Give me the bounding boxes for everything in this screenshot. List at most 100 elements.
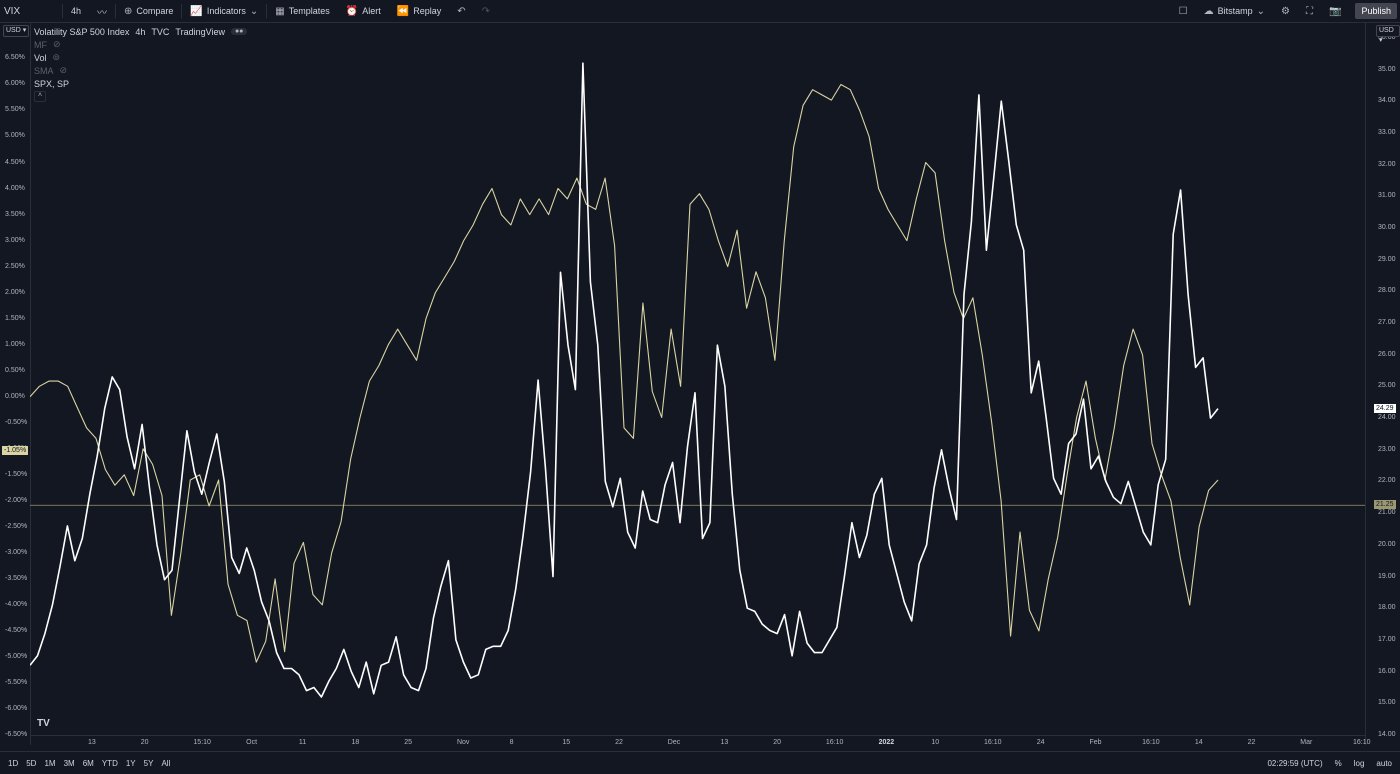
legend-compare-row[interactable]: SPX, SP xyxy=(34,77,247,90)
time-axis-tick: 22 xyxy=(615,739,623,746)
left-axis-tick: -4.00% xyxy=(5,600,28,608)
right-currency-selector[interactable]: USD ▾ xyxy=(1376,25,1400,44)
publish-button[interactable]: Publish xyxy=(1355,3,1397,19)
symbol-search[interactable]: VIX xyxy=(0,0,62,22)
symbol-label: VIX xyxy=(4,5,21,17)
fullscreen-icon: ⛶ xyxy=(1306,5,1314,17)
indicator-sma-label: SMA xyxy=(34,65,54,76)
chevron-up-icon[interactable]: ˄ xyxy=(34,91,46,102)
legend-symbol-name: Volatility S&P 500 Index xyxy=(34,26,130,37)
eye-off-icon[interactable]: ⊘ xyxy=(53,39,61,49)
right-currency-label: USD xyxy=(1379,27,1394,34)
time-axis-tick: 13 xyxy=(88,739,96,746)
left-axis-tick: 2.50% xyxy=(5,262,25,270)
time-axis-tick: 10 xyxy=(931,739,940,746)
chart-style-button[interactable]: 〰 xyxy=(89,0,115,22)
right-axis-tick: 15.00 xyxy=(1378,699,1396,707)
fullscreen-button[interactable]: ⛶ xyxy=(1298,0,1321,22)
left-price-axis[interactable]: 7.00%6.50%6.00%5.50%5.00%4.50%4.00%3.50%… xyxy=(0,22,31,745)
time-axis-tick: 20 xyxy=(773,739,781,746)
right-axis-tick: 20.00 xyxy=(1378,540,1396,548)
log-scale-toggle[interactable]: log xyxy=(1353,758,1365,768)
snapshot-button[interactable]: 📷 xyxy=(1321,0,1349,22)
legend-provider: TradingView xyxy=(175,26,225,37)
replay-button[interactable]: ⏪ Replay xyxy=(389,0,449,22)
right-axis-tick: 33.00 xyxy=(1378,128,1396,136)
right-axis-tick: 31.00 xyxy=(1378,192,1396,200)
range-button-ytd[interactable]: YTD xyxy=(101,758,118,768)
compare-button[interactable]: ⊕ Compare xyxy=(116,0,181,22)
time-axis-tick: 8 xyxy=(509,739,514,746)
range-button-5y[interactable]: 5Y xyxy=(143,758,154,768)
series-line-spx-sp[interactable] xyxy=(30,83,1219,663)
undo-button[interactable]: ↶ xyxy=(449,0,473,22)
settings-button[interactable]: ⚙ xyxy=(1273,0,1298,22)
range-button-5d[interactable]: 5D xyxy=(26,758,37,768)
indicators-button[interactable]: 📈 Indicators ⌄ xyxy=(182,0,266,22)
templates-icon: ▦ xyxy=(275,5,285,17)
legend-values-toggle[interactable]: ●● xyxy=(230,28,248,35)
time-axis-tick: 13 xyxy=(720,739,729,746)
left-axis-tick: 5.50% xyxy=(5,106,25,114)
time-axis-tick: 22 xyxy=(1247,739,1256,746)
time-axis-tick: 16:10 xyxy=(1142,739,1160,746)
range-button-all[interactable]: All xyxy=(161,758,171,768)
legend-indicator-row[interactable]: Vol ⊚ xyxy=(34,51,247,64)
legend-source: TVC xyxy=(151,26,170,37)
time-axis-tick: Dec xyxy=(667,739,681,746)
top-toolbar: VIX 4h 〰 ⊕ Compare 📈 Indicators ⌄ ▦ Template… xyxy=(0,0,1400,23)
alert-label: Alert xyxy=(362,6,381,16)
legend-indicator-row[interactable]: SMA ⊘ xyxy=(34,64,247,77)
left-axis-tick: -2.00% xyxy=(5,496,28,504)
bottom-toolbar: 1D 5D 1M 3M 6M YTD 1Y 5Y All 02:29:59 (UTC) % lo… xyxy=(0,751,1400,774)
left-axis-tick: -0.50% xyxy=(5,418,28,426)
chart-canvas[interactable] xyxy=(30,22,1365,735)
compare-label: Compare xyxy=(136,6,174,16)
layout-button[interactable]: ☐ xyxy=(1171,0,1196,22)
exchange-button[interactable]: ☁ Bitstamp ⌄ xyxy=(1196,0,1273,22)
right-axis-tick: 30.00 xyxy=(1378,223,1396,231)
time-axis[interactable]: 13 20 15:10 Oct 11 18 25 Nov 8 15 22 Dec 13 20 16:10 20… xyxy=(30,735,1371,751)
right-axis-tick: 19.00 xyxy=(1378,572,1396,580)
left-currency-selector[interactable]: USD ▾ xyxy=(3,25,30,37)
utc-clock[interactable]: 02:29:59 (UTC) xyxy=(1267,758,1323,768)
interval-button[interactable]: 4h xyxy=(63,0,89,22)
time-axis-tick: 15:10 xyxy=(193,739,211,746)
interval-label: 4h xyxy=(71,6,82,16)
alert-button[interactable]: ⏰ Alert xyxy=(338,0,389,22)
range-button-1m[interactable]: 1M xyxy=(44,758,56,768)
divider xyxy=(266,4,268,18)
tradingview-logo[interactable]: TV xyxy=(37,718,50,729)
bottom-right-controls: 02:29:59 (UTC) % log auto xyxy=(1267,752,1392,774)
right-axis-tick: 27.00 xyxy=(1378,319,1396,327)
left-axis-tick: 0.00% xyxy=(5,392,25,400)
time-axis-tick: 16:10 xyxy=(825,739,844,746)
range-button-6m[interactable]: 6M xyxy=(82,758,94,768)
indicator-mf-label: MF xyxy=(34,39,47,50)
legend-main-row[interactable]: Volatility S&P 500 Index 4h TVC TradingV… xyxy=(34,25,248,38)
series-line-vix[interactable] xyxy=(30,62,1219,698)
eye-off-icon[interactable]: ⊘ xyxy=(59,65,68,75)
time-axis-tick: 20 xyxy=(140,739,149,746)
right-axis-tick: 32.00 xyxy=(1378,160,1396,168)
left-axis-tick: -6.00% xyxy=(5,704,28,712)
settings-icon[interactable]: ⊚ xyxy=(52,52,61,62)
time-axis-tick: 25 xyxy=(404,739,413,746)
percent-scale-toggle[interactable]: % xyxy=(1334,758,1342,768)
templates-button[interactable]: ▦ Templates xyxy=(267,0,337,22)
crosshair-price-label: 21.25 xyxy=(1374,500,1396,510)
redo-button[interactable]: ↷ xyxy=(474,0,498,22)
auto-scale-toggle[interactable]: auto xyxy=(1376,758,1392,768)
range-button-1d[interactable]: 1D xyxy=(8,758,19,768)
legend-indicator-row[interactable]: MF ⊘ xyxy=(34,38,247,51)
range-button-1y[interactable]: 1Y xyxy=(125,758,136,768)
indicators-icon: 📈 xyxy=(190,5,203,17)
right-axis-tick: 22.00 xyxy=(1378,477,1396,485)
right-price-axis[interactable]: 36.00 35.00 34.00 33.00 32.00 31.00 30.00 29.00… xyxy=(1365,22,1400,745)
time-axis-tick: 14 xyxy=(1194,739,1203,746)
alarm-clock-icon: ⏰ xyxy=(345,5,359,17)
spx-last-value-label: -1.05% xyxy=(2,446,29,456)
range-button-3m[interactable]: 3M xyxy=(63,758,75,768)
right-axis-tick: 35.00 xyxy=(1378,65,1396,73)
gear-icon: ⚙ xyxy=(1281,5,1291,17)
